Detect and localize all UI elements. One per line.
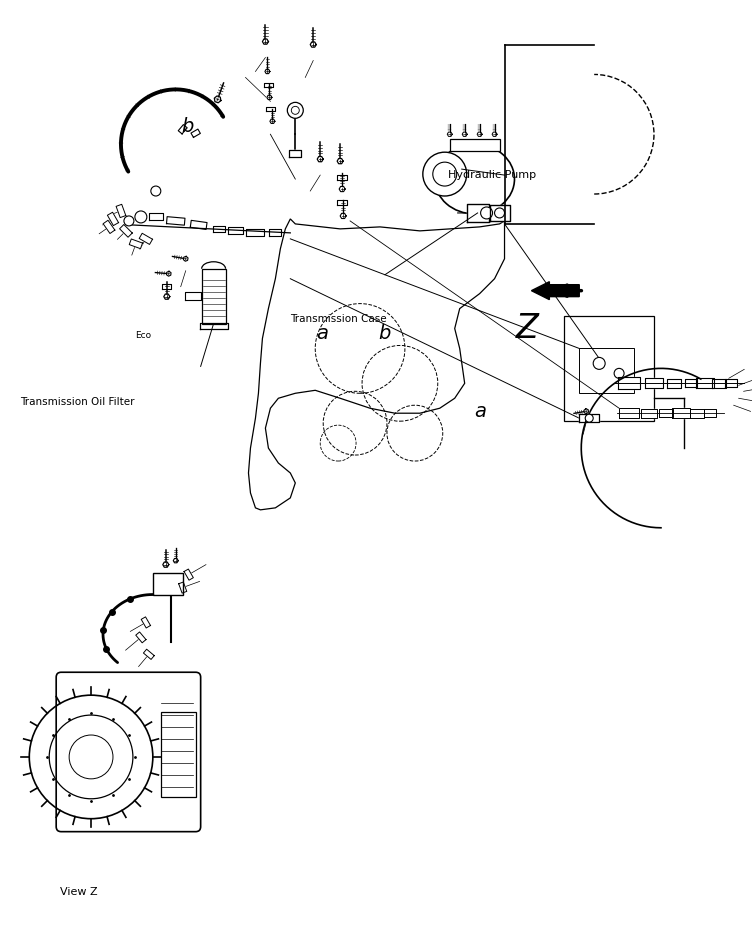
Polygon shape: [184, 569, 194, 581]
Circle shape: [291, 106, 299, 114]
Polygon shape: [645, 378, 663, 388]
Polygon shape: [116, 204, 126, 218]
Polygon shape: [166, 271, 171, 276]
Polygon shape: [584, 409, 589, 414]
Polygon shape: [166, 217, 185, 225]
Text: a: a: [474, 401, 486, 420]
Polygon shape: [672, 408, 690, 418]
Polygon shape: [267, 96, 272, 99]
Text: a: a: [316, 324, 328, 343]
Polygon shape: [136, 632, 146, 643]
Circle shape: [433, 162, 457, 186]
Polygon shape: [618, 377, 640, 389]
Polygon shape: [724, 379, 736, 387]
Polygon shape: [139, 234, 153, 245]
Bar: [450, 139, 499, 151]
Ellipse shape: [434, 144, 514, 214]
Polygon shape: [337, 201, 347, 205]
Polygon shape: [163, 284, 171, 289]
Circle shape: [585, 415, 593, 422]
Polygon shape: [178, 582, 187, 593]
Polygon shape: [696, 378, 714, 388]
Polygon shape: [212, 226, 224, 232]
Polygon shape: [142, 617, 151, 628]
Polygon shape: [467, 204, 489, 222]
Polygon shape: [712, 379, 726, 387]
Polygon shape: [191, 220, 207, 230]
Polygon shape: [184, 256, 188, 261]
Circle shape: [124, 216, 134, 226]
Polygon shape: [120, 224, 133, 237]
Polygon shape: [149, 214, 163, 220]
Polygon shape: [477, 132, 482, 136]
Polygon shape: [263, 39, 268, 44]
Polygon shape: [143, 649, 154, 659]
Text: Hydraulic Pump: Hydraulic Pump: [448, 170, 536, 179]
Bar: [161, 712, 196, 796]
Polygon shape: [173, 558, 178, 563]
Polygon shape: [337, 159, 343, 164]
Polygon shape: [619, 408, 639, 418]
Polygon shape: [337, 174, 347, 179]
Circle shape: [423, 152, 467, 196]
Text: Eco: Eco: [135, 331, 151, 340]
Polygon shape: [340, 213, 346, 219]
Bar: [202, 269, 226, 324]
Polygon shape: [317, 157, 323, 161]
Polygon shape: [264, 83, 273, 87]
Text: Transmission Oil Filter: Transmission Oil Filter: [20, 397, 135, 407]
Polygon shape: [492, 132, 497, 136]
Polygon shape: [191, 129, 200, 137]
Polygon shape: [447, 132, 453, 136]
Circle shape: [151, 186, 161, 196]
Polygon shape: [685, 379, 697, 387]
Polygon shape: [667, 379, 681, 387]
Polygon shape: [164, 294, 169, 299]
Polygon shape: [579, 415, 599, 422]
Polygon shape: [200, 323, 227, 328]
Circle shape: [593, 357, 605, 370]
Polygon shape: [108, 212, 118, 226]
Polygon shape: [310, 42, 316, 47]
Polygon shape: [103, 220, 115, 234]
Text: b: b: [181, 117, 194, 136]
Polygon shape: [265, 69, 270, 73]
Polygon shape: [339, 187, 345, 191]
Polygon shape: [659, 409, 673, 417]
Bar: [153, 572, 183, 595]
Polygon shape: [690, 409, 704, 417]
Circle shape: [135, 211, 147, 223]
Text: View Z: View Z: [60, 887, 98, 898]
Polygon shape: [184, 292, 200, 299]
Polygon shape: [641, 409, 657, 417]
Bar: [579, 348, 634, 393]
Circle shape: [288, 102, 303, 118]
Polygon shape: [178, 125, 187, 134]
Polygon shape: [270, 230, 282, 236]
Text: Transmission Case: Transmission Case: [290, 314, 387, 325]
Polygon shape: [704, 409, 716, 417]
Circle shape: [614, 369, 624, 378]
Polygon shape: [227, 227, 243, 234]
Polygon shape: [215, 96, 221, 103]
Circle shape: [480, 207, 492, 219]
Circle shape: [495, 208, 505, 218]
Text: b: b: [378, 324, 390, 343]
Polygon shape: [289, 150, 301, 157]
Polygon shape: [266, 107, 275, 112]
Polygon shape: [246, 230, 264, 236]
Polygon shape: [489, 205, 510, 221]
Polygon shape: [270, 119, 275, 124]
Text: Z: Z: [515, 312, 538, 345]
FancyArrow shape: [532, 281, 579, 299]
Polygon shape: [462, 132, 467, 136]
Polygon shape: [163, 562, 169, 567]
Polygon shape: [130, 239, 142, 249]
